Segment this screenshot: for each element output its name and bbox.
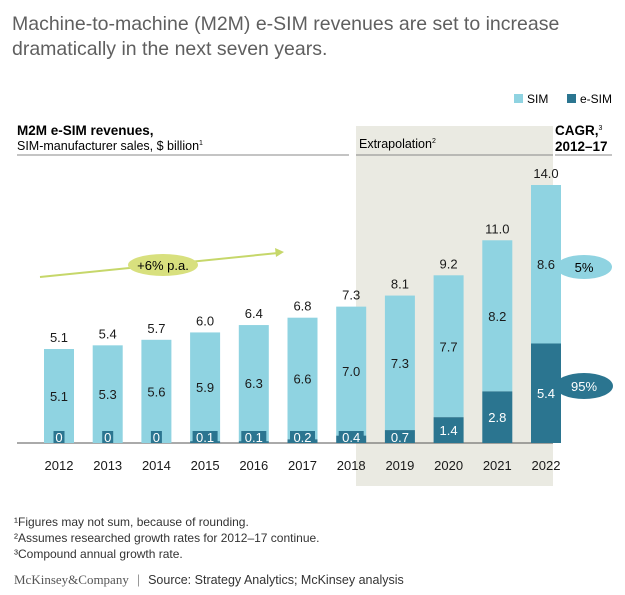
legend-sim-label: SIM (527, 92, 548, 106)
label-esim-2019: 0.7 (391, 430, 409, 445)
legend-sim-swatch (514, 94, 523, 103)
source-separator: | (136, 573, 141, 587)
label-sim-2016: 6.3 (245, 376, 263, 391)
mckinsey-logo: McKinsey&Company (14, 572, 129, 587)
bar-esim-2021 (482, 391, 513, 443)
ylabel-units: SIM-manufacturer sales, $ billion1 (17, 139, 203, 153)
label-total-2022: 14.0 (533, 166, 558, 181)
label-esim-2015: 0.1 (196, 430, 214, 445)
label-esim-2012: 0 (55, 430, 62, 445)
label-total-2015: 6.0 (196, 313, 214, 328)
x-tick-2017: 2017 (288, 458, 317, 473)
label-esim-bg-2017 (290, 431, 315, 443)
x-tick-2022: 2022 (532, 458, 561, 473)
bar-sim-2020 (433, 275, 464, 418)
growth-arrow-head (275, 248, 284, 257)
label-total-2014: 5.7 (147, 321, 165, 336)
legend-esim-label: e-SIM (580, 92, 612, 106)
label-sim-2014: 5.6 (147, 384, 165, 399)
label-sim-2017: 6.6 (293, 372, 311, 387)
label-sim-2013: 5.3 (99, 387, 117, 402)
bar-sim-2015 (190, 332, 221, 442)
extrapolation-label-sup: 2 (432, 138, 436, 145)
label-esim-2020: 1.4 (440, 423, 458, 438)
legend-esim-swatch (567, 94, 576, 103)
ylabel-units-sup: 1 (199, 140, 203, 147)
growth-label: +6% p.a. (137, 258, 189, 273)
label-esim-2022: 5.4 (537, 386, 555, 401)
x-tick-2020: 2020 (434, 458, 463, 473)
label-sim-2012: 5.1 (50, 389, 68, 404)
x-tick-2016: 2016 (239, 458, 268, 473)
footnote-1: ¹Figures may not sum, because of roundin… (14, 515, 249, 529)
bar-esim-2022 (531, 343, 561, 443)
label-esim-bg-2019 (387, 431, 413, 443)
footnote-3: ³Compound annual growth rate. (14, 547, 183, 561)
label-esim-bg-2015 (192, 431, 218, 443)
label-sim-2022: 8.6 (537, 257, 555, 272)
label-sim-2021: 8.2 (488, 309, 506, 324)
label-total-2017: 6.8 (293, 299, 311, 314)
label-total-2021: 11.0 (485, 221, 509, 236)
cagr-title-sup: 3 (599, 125, 603, 132)
cagr-esim-value: 95% (571, 379, 597, 394)
x-tick-2012: 2012 (45, 458, 74, 473)
label-sim-2019: 7.3 (391, 356, 409, 371)
bar-sim-2014 (141, 339, 172, 443)
bar-sim-2017 (287, 317, 318, 440)
growth-badge (128, 254, 198, 276)
label-esim-2013: 0 (104, 430, 111, 445)
ylabel-bold: M2M e-SIM revenues, (17, 123, 154, 138)
label-total-2013: 5.4 (99, 326, 117, 341)
ylabel-units-text: SIM-manufacturer sales, $ billion (17, 139, 199, 153)
cagr-esim-badge (555, 373, 613, 399)
cagr-title-text: CAGR, (555, 123, 599, 138)
chart-title: Machine-to-machine (M2M) e-SIM revenues … (12, 13, 560, 60)
bars-group: 5.1 0 5.1 2012 5.3 0 5.4 2013 5.6 0 5.7 2014 5.9 0.1 6… (44, 166, 561, 473)
bar-sim-2022 (531, 185, 561, 344)
x-tick-2021: 2021 (483, 458, 512, 473)
label-sim-2015: 5.9 (196, 380, 214, 395)
label-esim-bg-2013 (102, 431, 114, 443)
bar-sim-2013 (92, 345, 123, 443)
label-esim-bg-2012 (53, 431, 65, 443)
cagr-sim-badge (556, 255, 612, 279)
cagr-sim-value: 5% (575, 260, 594, 275)
label-total-2018: 7.3 (342, 288, 360, 303)
source-text: Source: Strategy Analytics; McKinsey ana… (148, 573, 404, 587)
x-tick-2013: 2013 (93, 458, 122, 473)
label-esim-2014: 0 (153, 430, 160, 445)
x-tick-2014: 2014 (142, 458, 171, 473)
label-esim-2021: 2.8 (488, 410, 506, 425)
label-esim-2016: 0.1 (245, 430, 263, 445)
label-esim-2017: 0.2 (293, 430, 311, 445)
bar-sim-2019 (384, 295, 415, 431)
x-tick-2015: 2015 (191, 458, 220, 473)
extrapolation-label-text: Extrapolation (359, 137, 432, 151)
bar-sim-2012 (44, 349, 74, 443)
label-sim-2018: 7.0 (342, 364, 360, 379)
label-esim-bg-2018 (338, 431, 364, 443)
label-total-2016: 6.4 (245, 306, 263, 321)
source-line: McKinsey&Company | Source: Strategy Analyt… (14, 572, 404, 588)
footnotes: ¹Figures may not sum, because of roundin… (14, 514, 320, 562)
bar-sim-2021 (482, 240, 513, 392)
label-total-2019: 8.1 (391, 277, 409, 292)
x-tick-2018: 2018 (337, 458, 366, 473)
footnote-2: ²Assumes researched growth rates for 201… (14, 531, 320, 545)
bar-esim-2020 (433, 417, 464, 443)
cagr-title: CAGR,3 (555, 123, 603, 138)
cagr-period: 2012–17 (555, 139, 608, 154)
bar-sim-2018 (336, 306, 367, 436)
label-esim-2018: 0.4 (342, 430, 360, 445)
bar-sim-2016 (238, 325, 269, 442)
label-esim-bg-2016 (241, 431, 267, 443)
extrapolation-label: Extrapolation2 (359, 137, 436, 151)
label-total-2020: 9.2 (440, 256, 458, 271)
x-tick-2019: 2019 (385, 458, 414, 473)
label-total-2012: 5.1 (50, 330, 68, 345)
label-esim-bg-2014 (150, 431, 162, 443)
label-sim-2020: 7.7 (440, 339, 458, 354)
